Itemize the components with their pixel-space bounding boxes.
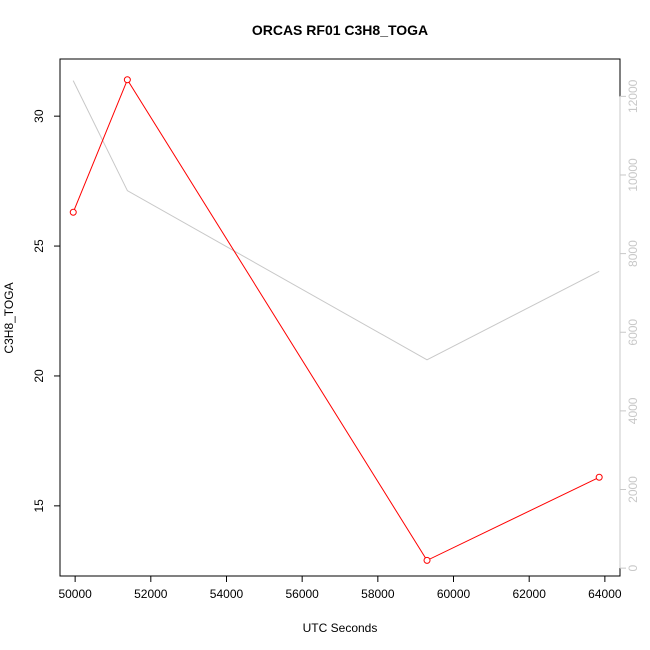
x-axis: 50000 52000 54000 56000 58000 60000 62000 64000 [58,575,622,601]
y-axis-left: 15 20 25 30 [32,109,61,513]
x-tick-label: 54000 [210,587,244,601]
y-axis-right: 0 2000 4000 6000 8000 10000 12000 [619,79,640,571]
y-right-tick-label: 10000 [626,158,640,192]
x-axis-label: UTC Seconds [303,621,378,635]
data-point-marker [423,556,431,564]
chart-title: ORCAS RF01 C3H8_TOGA [252,22,428,38]
y-left-tick-label: 15 [32,499,46,513]
y-right-tick-label: 8000 [626,240,640,267]
y-left-tick-label: 25 [32,239,46,253]
x-tick-label: 62000 [513,587,547,601]
x-tick-label: 64000 [588,587,622,601]
series-line-right [72,80,600,361]
y-right-tick-label: 0 [626,564,640,571]
data-point-marker [595,473,603,481]
series-line-left [72,78,600,562]
series-layer [69,76,603,564]
y-left-tick-label: 20 [32,369,46,383]
y-right-tick-label: 2000 [626,476,640,503]
y-right-tick-label: 4000 [626,397,640,424]
y-right-tick-label: 6000 [626,319,640,346]
x-tick-label: 56000 [285,587,319,601]
data-point-marker [123,76,131,84]
x-tick-label: 52000 [134,587,168,601]
y-right-tick-label: 12000 [626,79,640,113]
x-tick-label: 58000 [361,587,395,601]
y-left-tick-label: 30 [32,109,46,123]
data-point-marker [69,208,77,216]
x-tick-label: 50000 [58,587,92,601]
y-axis-label: C3H8_TOGA [2,282,16,353]
x-tick-label: 60000 [437,587,471,601]
